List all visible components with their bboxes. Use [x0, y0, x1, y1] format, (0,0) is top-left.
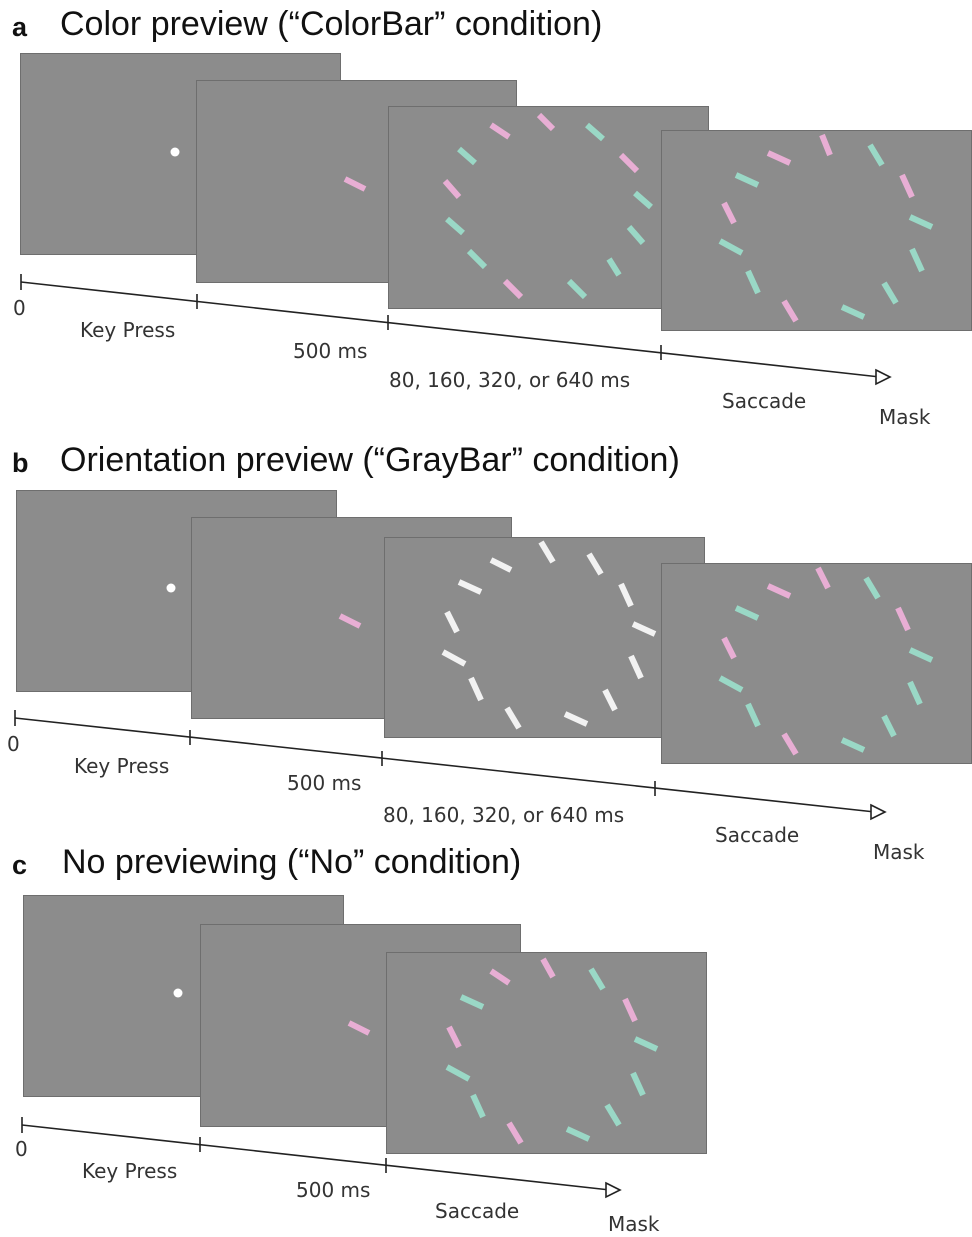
timeline-b-label-mask: Mask — [873, 840, 925, 864]
panel-b-mask-array — [718, 566, 934, 756]
timeline-b-label-durations: 80, 160, 320, or 640 ms — [383, 803, 625, 827]
panel-b-title: Orientation preview (“GrayBar” condition… — [60, 441, 680, 479]
timeline-b-label-500ms: 500 ms — [287, 771, 362, 795]
panel-a-array-frame — [388, 106, 709, 309]
preview-bar — [347, 1020, 371, 1036]
panel-a-bar-array — [442, 112, 653, 300]
preview-bar — [343, 176, 367, 192]
panel-c-array-frame — [386, 952, 707, 1154]
panel-a-mask-frame — [661, 130, 972, 331]
timeline-c-label-saccade: Saccade — [435, 1199, 520, 1223]
timeline-a-label-mask: Mask — [879, 405, 931, 429]
timeline-b-label-keypress: Key Press — [74, 754, 170, 778]
timeline-a-label-0: 0 — [13, 296, 26, 320]
timeline-b-label-saccade: Saccade — [715, 823, 800, 847]
timeline-b — [14, 710, 887, 821]
timeline-a — [20, 274, 892, 386]
timeline-b-label-0: 0 — [7, 732, 20, 756]
panel-a-mask-array — [718, 133, 934, 323]
panel-c-title: No previewing (“No” condition) — [62, 843, 522, 881]
timeline-c-label-keypress: Key Press — [82, 1159, 178, 1183]
timeline-c-label-0: 0 — [15, 1137, 28, 1161]
preview-bar — [338, 613, 362, 629]
timeline-a-label-saccade: Saccade — [722, 389, 807, 413]
timeline-c-label-500ms: 500 ms — [296, 1178, 371, 1202]
timeline-a-label-500ms: 500 ms — [293, 339, 368, 363]
panel-b-letter: b — [12, 448, 29, 478]
panel-c-bar-array — [445, 957, 659, 1145]
timeline-c — [21, 1117, 622, 1199]
panel-a-letter: a — [12, 12, 28, 42]
fixation-dot-icon — [170, 147, 180, 157]
panel-a-title: Color preview (“ColorBar” condition) — [60, 5, 603, 43]
timeline-a-label-durations: 80, 160, 320, or 640 ms — [389, 368, 631, 392]
timeline-a-label-keypress: Key Press — [80, 318, 176, 342]
panel-b-gray-bar-array — [441, 540, 657, 730]
fixation-dot-icon — [173, 988, 183, 998]
panel-c-letter: c — [12, 850, 28, 880]
fixation-dot-icon — [166, 583, 176, 593]
timeline-c-label-mask: Mask — [608, 1212, 660, 1236]
panel-b-mask-frame — [661, 563, 972, 764]
